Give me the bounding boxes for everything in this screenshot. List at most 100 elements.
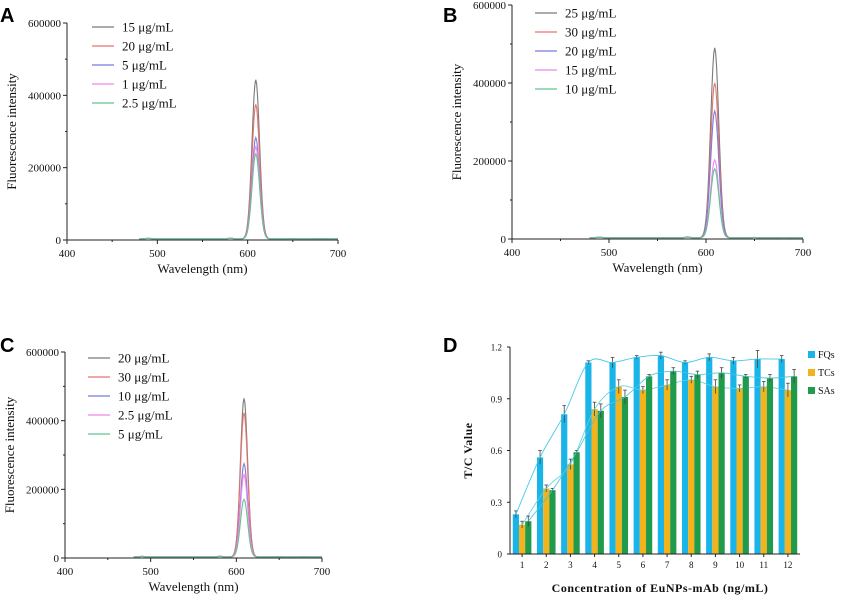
panel-b-x-tick-label: 500 — [601, 247, 618, 259]
panel-c: C 400 500 600 700 0 200000 400000 600000 Waveleng… — [0, 335, 331, 594]
panel-d-fit-line-fqs — [515, 354, 782, 515]
panel-d-bar-sas — [621, 397, 629, 554]
panel-d-x-tick-label: 8 — [689, 560, 694, 570]
panel-b-y-tick-label: 0 — [501, 234, 507, 246]
panel-a: A 400 500 600 700 0 200000 400000 600000 Waveleng… — [0, 5, 347, 276]
panel-b-x-tick-label: 600 — [698, 247, 715, 259]
panel-b-legend-label: 30 μg/mL — [565, 25, 616, 40]
panel-d-x-tick-label: 1 — [520, 560, 525, 570]
panel-c-curve-3 — [133, 461, 322, 558]
panel-c-y-title: Fluorescence intensity — [2, 396, 17, 513]
panel-d-bar-sas — [718, 372, 725, 554]
panel-d-bar-sas — [791, 376, 798, 554]
panel-d-x-tick-label: 5 — [617, 560, 622, 570]
panel-d-bar-tcs — [736, 388, 743, 554]
panel-a-curve-4 — [139, 145, 338, 240]
panel-d-bar-tcs — [615, 386, 622, 554]
panel-d-bar-fqs — [706, 357, 713, 554]
panel-a-curve-3 — [139, 135, 338, 240]
panel-a-curve-5 — [139, 152, 338, 240]
panel-d-bar-sas — [766, 378, 774, 554]
panel-d-legend-swatch — [808, 369, 815, 376]
panel-c-legend-label: 20 μg/mL — [118, 351, 169, 366]
panel-a-y-tick-label: 400000 — [28, 90, 62, 102]
panel-a-x-tick-label: 400 — [59, 248, 76, 260]
panel-d-x-tick-label: 3 — [568, 560, 573, 570]
panel-d-x-tick-label: 12 — [783, 560, 792, 570]
panel-d-bar-tcs — [712, 386, 719, 554]
panel-d-y-tick-label: 0 — [498, 550, 503, 560]
panel-b-x-title: Wavelength (nm) — [612, 260, 702, 275]
panel-d-bar-sas — [525, 521, 532, 554]
panel-d-y-tick-label: 0.6 — [491, 446, 503, 456]
panel-d-y-title: T/C Value — [461, 422, 475, 478]
panel-d-bar-sas — [694, 374, 701, 554]
panel-c-legend-label: 10 μg/mL — [118, 389, 169, 404]
panel-a-y-tick-label: 0 — [56, 235, 62, 247]
panel-c-x-tick-label: 500 — [142, 566, 159, 578]
panel-d-bar-sas — [742, 376, 749, 554]
panel-c-curve-4 — [133, 472, 322, 558]
panel-d-bar-sas — [573, 452, 580, 554]
panel-a-legend-label: 5 μg/mL — [122, 58, 167, 73]
panel-d-bar-fqs — [730, 360, 737, 554]
panel-b-curve-3 — [589, 108, 803, 239]
panel-c-legend-label: 5 μg/mL — [118, 427, 163, 442]
panel-b-y-title: Fluorescence intensity — [449, 63, 464, 180]
panel-d-bar-fqs — [778, 359, 785, 554]
panel-a-x-tick-label: 700 — [330, 248, 347, 260]
panel-d-bar-fqs — [609, 362, 616, 554]
panel-d-x-tick-label: 2 — [544, 560, 549, 570]
panel-d-bar-sas — [670, 371, 677, 554]
panel-d-x-tick-label: 10 — [735, 560, 745, 570]
panel-d-x-tick-label: 4 — [592, 560, 597, 570]
panel-d-bar-sas — [549, 490, 556, 554]
panel-d-bar-tcs — [688, 379, 695, 554]
panel-d-bar-sas — [597, 410, 604, 554]
panel-a-legend-label: 2.5 μg/mL — [122, 96, 177, 111]
panel-d-legend-swatch — [808, 351, 815, 358]
panel-c-legend-label: 2.5 μg/mL — [118, 408, 173, 423]
panel-a-legend-label: 1 μg/mL — [122, 77, 167, 92]
panel-d-bar-fqs — [512, 514, 519, 554]
panel-d-y-tick-label: 0.9 — [491, 394, 503, 404]
panel-c-y-tick-label: 400000 — [26, 416, 60, 428]
panel-a-curve-2 — [139, 104, 338, 240]
panel-d-bar-tcs — [518, 524, 526, 554]
panel-d-legend-label: FQs — [818, 350, 835, 361]
panel-d-fit-line-tcs — [521, 379, 788, 525]
panel-d-bar-fqs — [561, 414, 568, 554]
panel-d-bar-tcs — [543, 488, 550, 554]
panel-d-bar-tcs — [591, 409, 598, 554]
panel-d-bar-fqs — [633, 357, 640, 554]
panel-b-legend-label: 15 μg/mL — [565, 63, 616, 78]
panel-c-legend-label: 30 μg/mL — [118, 370, 169, 385]
panel-d-x-title: Concentration of EuNPs-mAb (ng/mL) — [552, 581, 769, 595]
panel-b: B 400 500 600 700 0 200000 400000 600000 Waveleng… — [443, 0, 812, 275]
panel-d-x-tick-label: 7 — [665, 560, 670, 570]
panel-a-y-title: Fluorescence intensity — [4, 73, 19, 190]
panel-a-x-title: Wavelength (nm) — [157, 261, 247, 276]
panel-d-letter: D — [443, 335, 457, 357]
panel-b-x-tick-label: 700 — [795, 247, 812, 259]
panel-d-legend-label: SAs — [818, 386, 835, 397]
panel-d-bar-fqs — [536, 457, 544, 554]
panel-c-y-tick-label: 600000 — [26, 347, 60, 359]
panel-d-bar-fqs — [681, 362, 689, 554]
panel-d-x-tick-label: 6 — [641, 560, 646, 570]
panel-b-curve-4 — [589, 158, 803, 239]
panel-b-curve-1 — [589, 47, 803, 239]
panel-a-legend-label: 15 μg/mL — [122, 20, 173, 35]
panel-d-bar-tcs — [663, 384, 671, 554]
panel-c-letter: C — [0, 335, 14, 357]
panel-d-bar-fqs — [657, 355, 664, 554]
panel-d-bar-tcs — [639, 390, 647, 554]
panel-b-letter: B — [443, 5, 457, 27]
panel-d: D00.30.60.91.21 2 3 4 5 6 7 8 9 10 11 12Concentrati… — [443, 335, 835, 595]
panel-c-x-title: Wavelength (nm) — [148, 579, 238, 594]
panel-b-y-tick-label: 400000 — [473, 78, 507, 90]
panel-a-letter: A — [0, 5, 14, 27]
panel-c-curve-5 — [133, 498, 322, 558]
panel-d-bar-fqs — [585, 362, 592, 554]
